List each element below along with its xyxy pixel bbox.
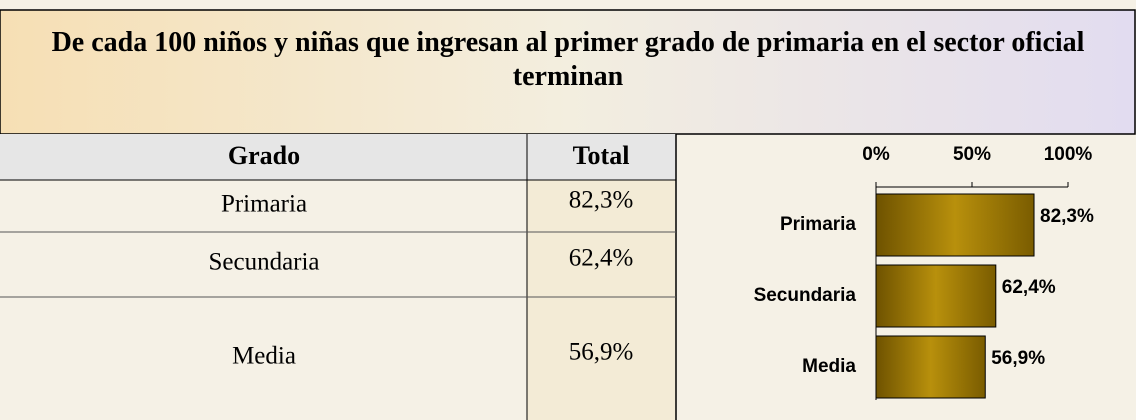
header-cell: Total [573,141,630,170]
value-label: 82,3% [1040,206,1094,227]
x-tick-label: 0% [862,144,890,165]
cell: 62,4% [569,245,634,272]
bar [876,194,1034,256]
category-label: Secundaria [754,285,857,306]
cell: 82,3% [569,187,634,214]
value-label: 62,4% [1002,277,1056,298]
header-cell: Grado [228,141,300,170]
cell: Media [232,343,296,370]
x-tick-label: 50% [953,144,991,165]
bar [876,336,985,398]
cell: 56,9% [569,339,634,366]
cell: Secundaria [208,249,319,276]
slide: De cada 100 niños y niñas que ingresan a… [0,0,1136,420]
x-tick-label: 100% [1044,144,1093,165]
value-label: 56,9% [991,348,1045,369]
bar [876,265,996,327]
category-label: Primaria [780,214,856,235]
title-wrap: De cada 100 niños y niñas que ingresan a… [10,26,1126,126]
page: De cada 100 niños y niñas que ingresan a… [0,0,1136,420]
cell: Primaria [221,191,307,218]
total-column [527,180,676,420]
title: De cada 100 niños y niñas que ingresan a… [10,26,1126,94]
category-label: Media [802,356,856,377]
